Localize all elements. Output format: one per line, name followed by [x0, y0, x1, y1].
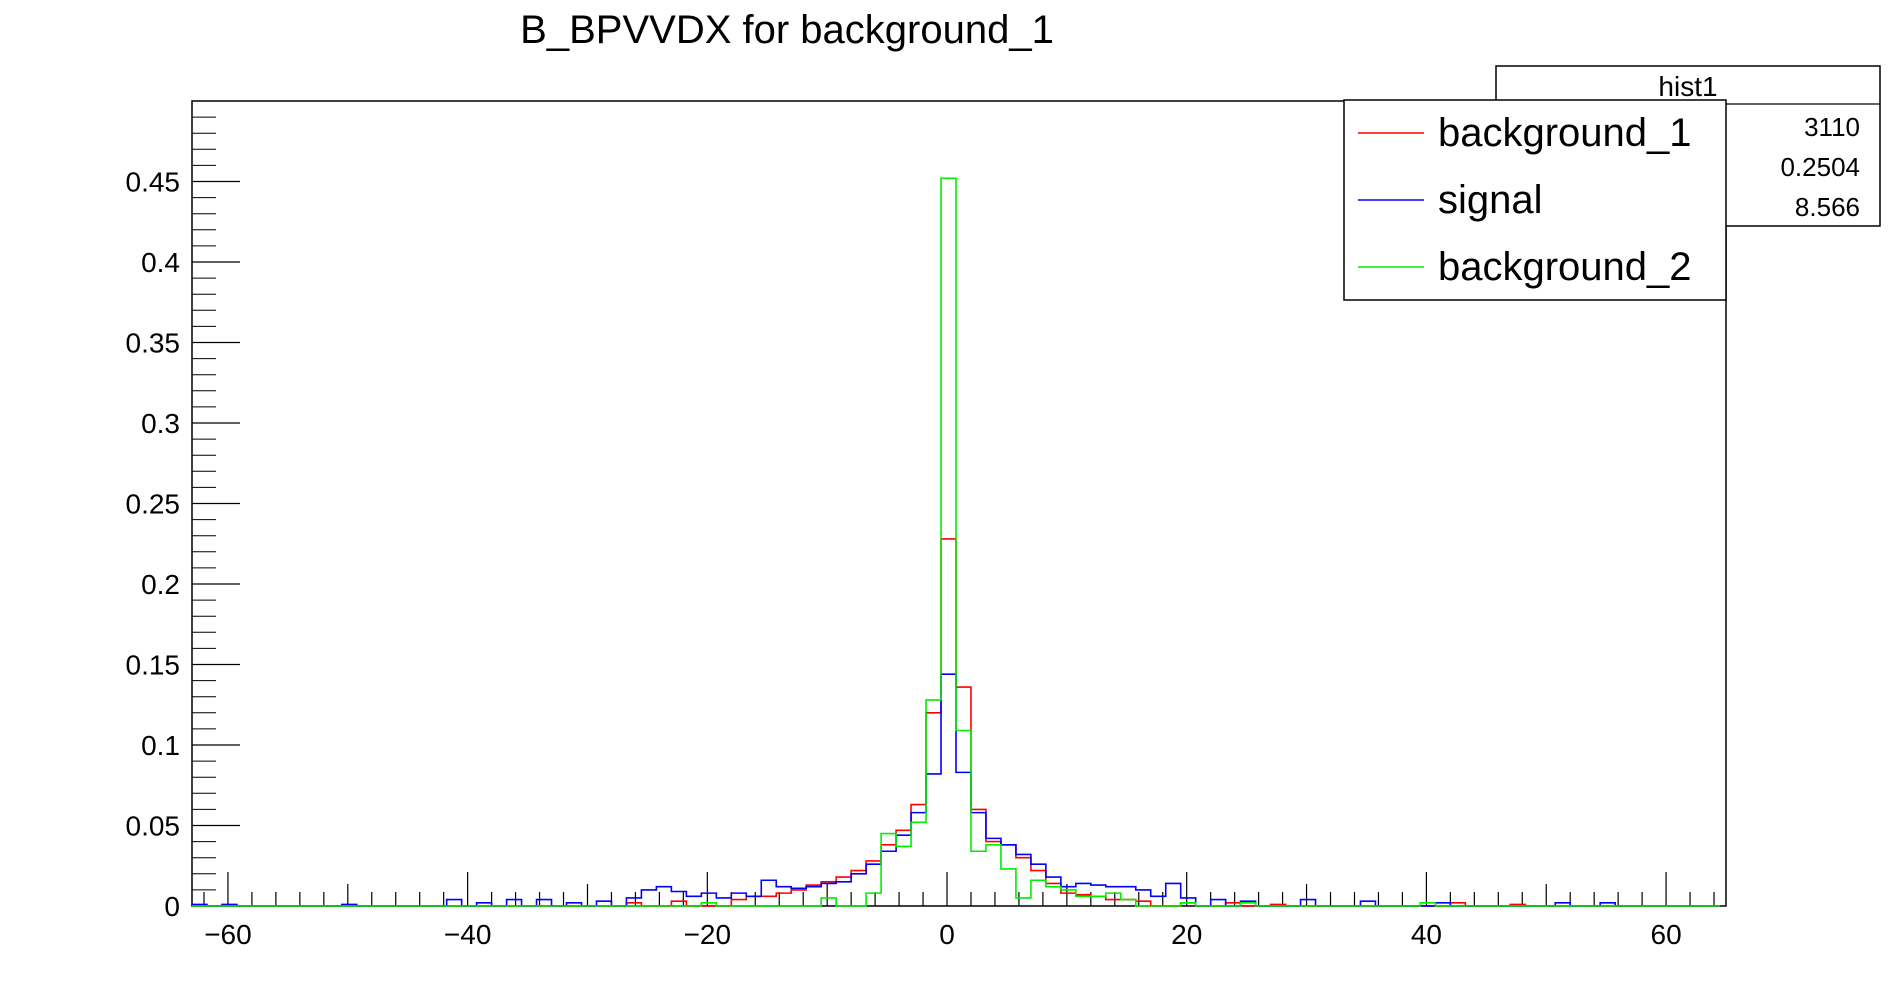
legend: background_1 signal background_2 [1343, 99, 1727, 301]
y-tick-label: 0.4 [141, 247, 180, 278]
y-tick-label: 0.35 [126, 328, 181, 359]
y-tick-label: 0.45 [126, 167, 181, 198]
series-layer [191, 177, 1721, 907]
chart-title: B_BPVVDX for background_1 [520, 8, 1054, 52]
stats-box-value-3: 8.566 [1795, 192, 1860, 222]
stats-box-title: hist1 [1658, 71, 1717, 102]
legend-label-background-2: background_2 [1438, 245, 1692, 289]
y-tick-label: 0.15 [126, 650, 181, 681]
x-tick-label: 0 [939, 919, 955, 950]
stats-box-value-2: 0.2504 [1780, 152, 1860, 182]
legend-label-signal: signal [1438, 178, 1543, 222]
x-tick-label: −20 [684, 919, 732, 950]
stats-box-value-1: 3110 [1804, 112, 1860, 142]
x-tick-label: −60 [204, 919, 252, 950]
y-axis: 0 0.05 0.1 0.15 0.2 0.25 0.3 0.35 0.4 0.45 [126, 167, 240, 922]
y-tick-label: 0.25 [126, 489, 181, 520]
series-background-2 [192, 177, 1721, 907]
x-axis: −60 −40 −20 0 20 40 60 [203, 872, 1715, 950]
x-tick-label: 60 [1651, 919, 1682, 950]
y-tick-label: 0.2 [141, 569, 180, 600]
y-tick-label: 0.3 [141, 408, 180, 439]
y-tick-label: 0 [164, 891, 180, 922]
x-tick-label: 20 [1171, 919, 1202, 950]
x-tick-label: 40 [1411, 919, 1442, 950]
y-tick-label: 0.05 [126, 811, 181, 842]
legend-label-background-1: background_1 [1438, 111, 1692, 155]
y-tick-label: 0.1 [141, 730, 180, 761]
x-tick-label: −40 [444, 919, 492, 950]
